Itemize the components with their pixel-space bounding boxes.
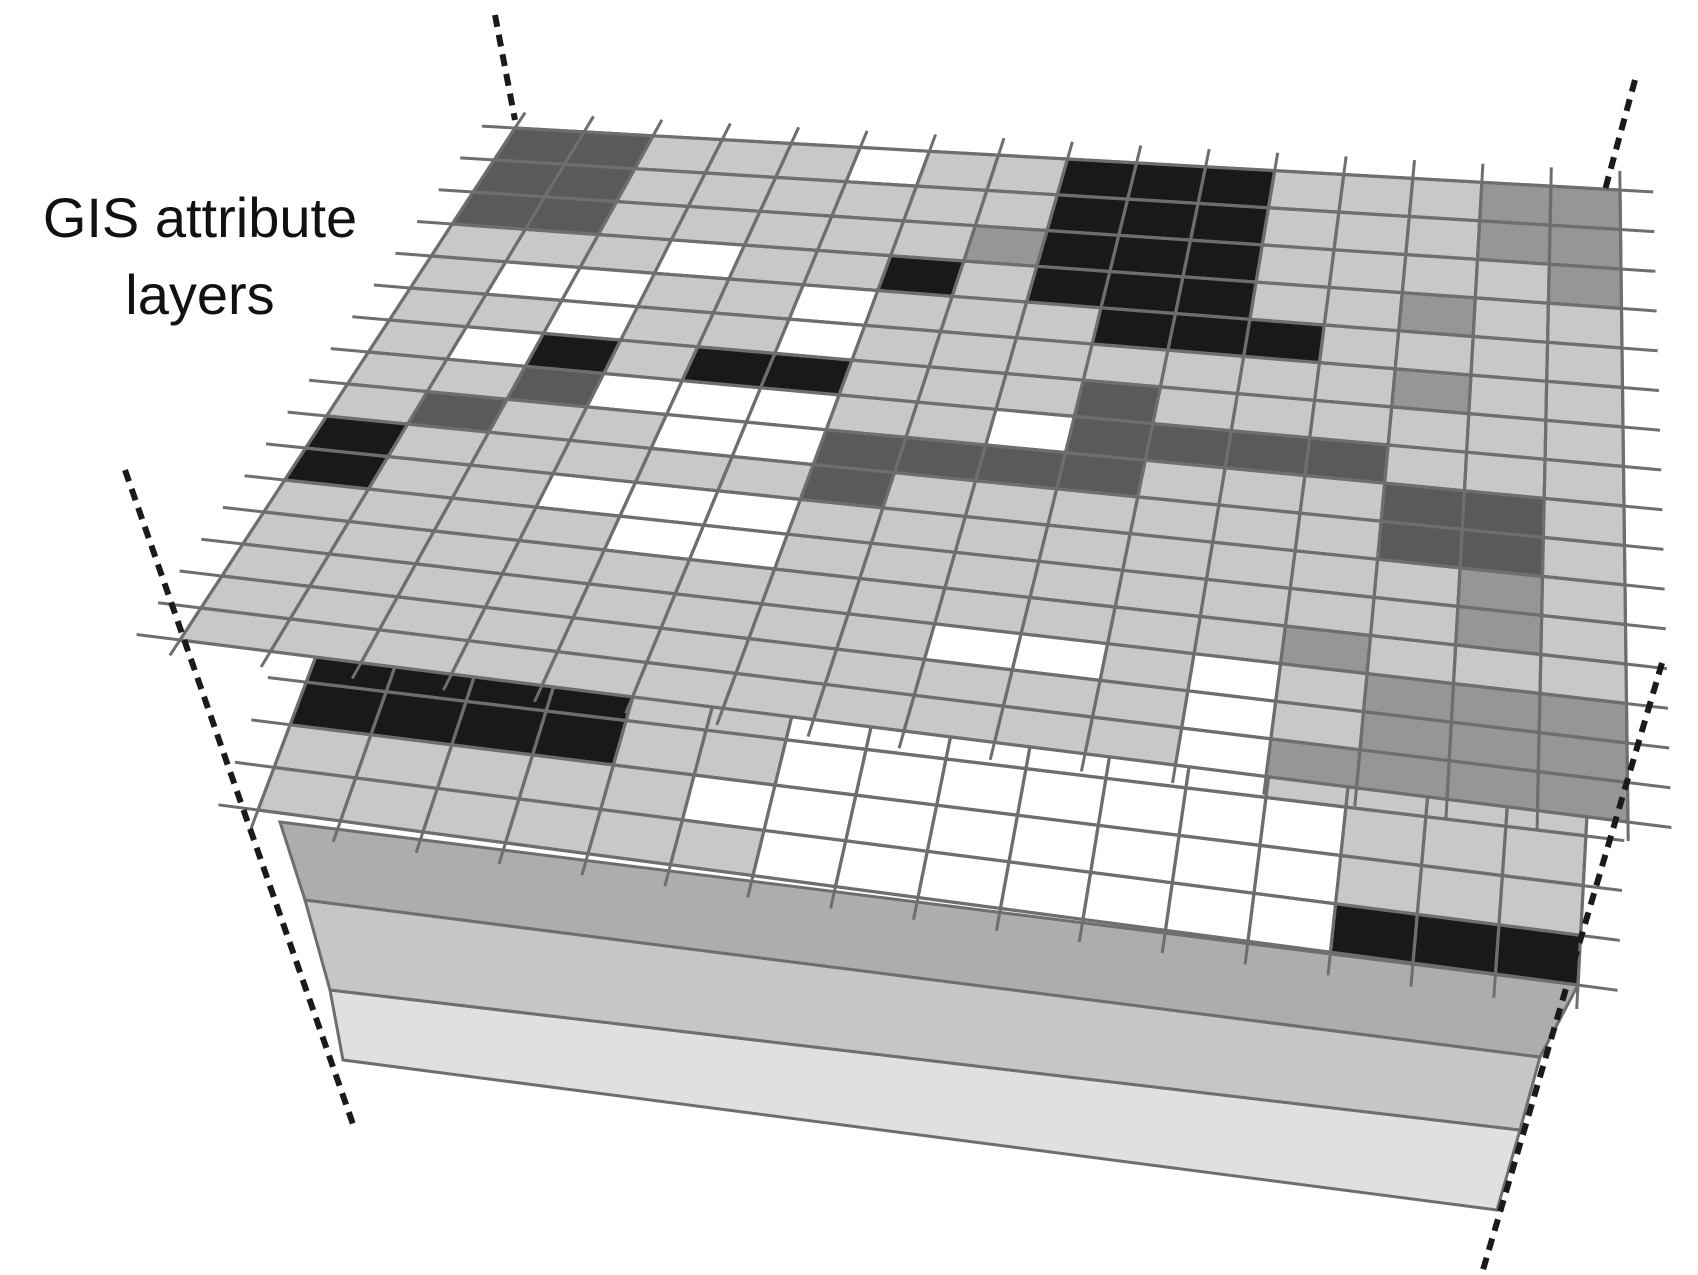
top-grid-layer-cell	[1547, 223, 1623, 271]
top-grid-layer-cell	[1108, 233, 1193, 279]
diagram-label: GIS attribute layers	[43, 186, 357, 326]
top-grid-layer-cell	[1545, 301, 1624, 350]
top-grid-layer-cell	[1332, 210, 1411, 257]
top-grid-layer-grid-line	[244, 474, 1666, 631]
top-grid-layer-cell	[1404, 214, 1482, 261]
dashed-guide-line	[1478, 662, 1665, 1275]
top-grid-layer-grid-line	[201, 537, 1669, 710]
top-grid-layer-grid-line	[265, 442, 1665, 591]
top-grid-layer-cell	[962, 224, 1049, 268]
top-grid-layer-grid-line	[287, 410, 1664, 551]
top-grid-layer-cell	[1473, 257, 1551, 305]
second-grid-layer-grid-line	[267, 676, 1625, 843]
top-grid-layer-cell	[1196, 165, 1277, 210]
top-grid-layer-cell	[1407, 176, 1484, 223]
top-grid-layer-cell	[1397, 291, 1477, 339]
top-grid-layer-cell	[1254, 243, 1336, 289]
top-grid-layer-grid-line	[330, 347, 1662, 472]
top-grid-layer-grid-line	[438, 188, 1656, 273]
top-grid-layer-cell	[1266, 169, 1346, 214]
top-grid-layer-cell	[1117, 197, 1200, 242]
label-line-2: layers	[125, 263, 274, 326]
top-grid-layer-cell	[1471, 296, 1551, 344]
top-grid-layer-cell	[1188, 201, 1271, 247]
label-line-1: GIS attribute	[43, 186, 357, 249]
top-grid-layer-grid-line	[352, 315, 1661, 432]
top-grid-layer-cell	[1400, 253, 1480, 300]
layer-stack-guides	[122, 14, 1665, 1275]
top-grid-layer-cell	[1181, 238, 1264, 284]
top-grid-layer-grid-line	[222, 505, 1668, 671]
top-grid-layer-grid-line	[460, 156, 1655, 234]
top-grid-layer-cell	[1055, 157, 1139, 201]
top-grid-layer	[136, 111, 1672, 842]
dashed-guide-line	[492, 14, 518, 121]
second-grid-layer-grid-line	[218, 803, 1618, 992]
plain-layer-3	[277, 820, 1581, 1059]
dashed-guide-line	[122, 469, 358, 1131]
plain-layers	[277, 820, 1581, 1212]
top-grid-layer-grid-line	[179, 569, 1670, 750]
top-grid-layer-cell	[1248, 280, 1331, 327]
top-grid-layer-cell	[889, 219, 977, 263]
top-grid-layer-grid-line	[136, 633, 1672, 829]
top-grid-layer-cell	[1045, 193, 1130, 237]
top-grid-layer-cell	[973, 188, 1059, 233]
top-grid-layer-grid-line	[309, 378, 1663, 512]
top-grid-layer-cell	[1337, 172, 1415, 219]
top-grid-layer-cell	[901, 184, 989, 228]
top-grid-layer-cell	[1327, 248, 1408, 295]
top-grid-layer-cell	[1478, 180, 1553, 227]
top-grid-layer-grid-line	[395, 251, 1658, 353]
top-grid-layer-cell	[1548, 184, 1623, 232]
top-grid-layer-cell	[985, 153, 1070, 197]
top-grid-layer-cell	[1035, 228, 1121, 274]
top-grid-layer-cell	[1126, 161, 1208, 205]
top-grid-layer-cell	[1546, 262, 1624, 311]
top-grid-layer-grid-line	[481, 124, 1654, 194]
top-grid-layer-cell	[1260, 206, 1341, 252]
top-grid-layer-cell	[1322, 285, 1404, 333]
top-grid-layer-grid-line	[157, 601, 1671, 790]
top-grid-layer-grid-line	[416, 220, 1657, 313]
top-grid-layer-cell	[1475, 219, 1552, 266]
second-grid-layer-grid-line	[234, 760, 1620, 942]
top-grid-layer-grid-line	[373, 283, 1660, 392]
second-grid-layer-grid-line	[251, 718, 1623, 892]
